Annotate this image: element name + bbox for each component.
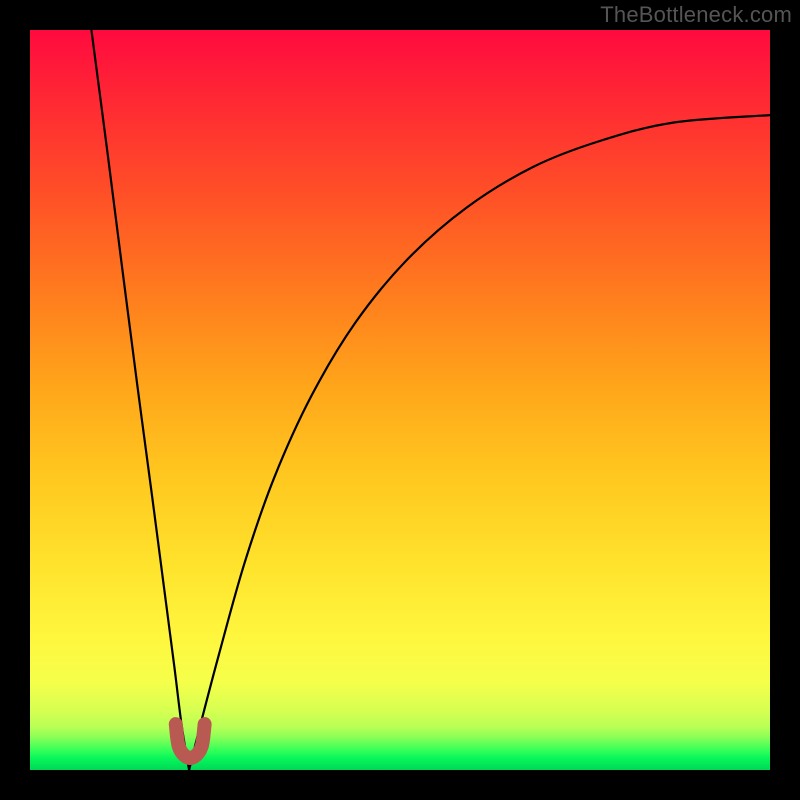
plot-background xyxy=(30,30,770,770)
bottleneck-chart xyxy=(0,0,800,800)
watermark-text: TheBottleneck.com xyxy=(600,2,792,28)
chart-container: TheBottleneck.com xyxy=(0,0,800,800)
